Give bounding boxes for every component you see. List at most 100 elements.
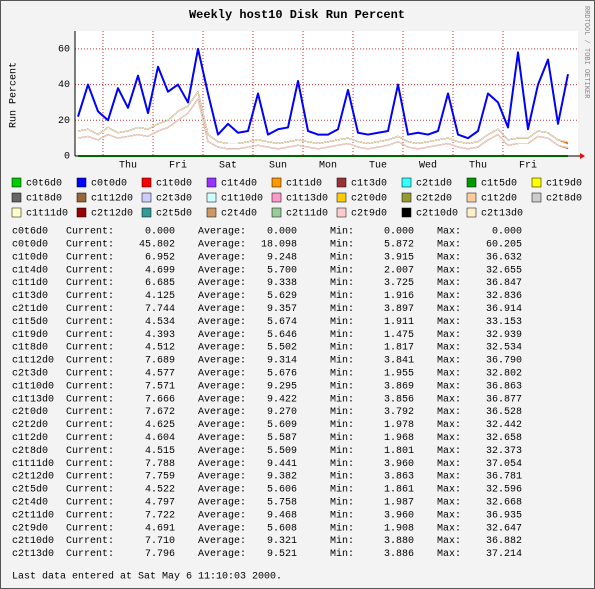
stat-value: 5.587 [267,433,297,444]
stat-value: 3.880 [384,536,414,547]
stat-value: 45.802 [139,240,175,251]
stat-label: Max: [437,549,461,560]
stat-label: Min: [330,393,354,405]
stat-label: Max: [437,498,461,509]
stat-value: 3.863 [384,472,414,483]
legend-label: c1t9d0 [546,178,582,190]
axis-arrow [580,153,585,159]
stat-label: Average: [198,356,246,367]
stat-value: 0.000 [492,227,522,238]
stat-name: c1t9d0 [12,329,48,341]
legend-label: c1t13d0 [286,193,328,205]
legend-swatch [141,207,152,218]
stat-value: 32.442 [486,420,522,431]
stat-label: Max: [437,381,461,392]
stat-name: c0t0d0 [12,239,48,251]
stat-value: 0.000 [384,227,414,238]
legend-swatch [206,192,217,203]
stat-value: 1.978 [384,420,414,431]
stat-name: c1t8d0 [12,342,48,354]
stat-label: Max: [437,407,461,418]
stat-value: 1.955 [384,369,414,380]
x-tick-label: Fri [169,160,187,172]
legend-label: c1t1d0 [286,178,322,190]
stat-label: Average: [198,420,246,431]
stat-label: Average: [198,227,246,238]
stat-value: 7.759 [145,472,175,483]
stat-label: Current: [66,330,114,341]
stat-label: Current: [66,240,114,251]
stat-name: c1t13d0 [12,393,54,405]
stat-value: 36.781 [486,472,522,483]
legend-label: c2t4d0 [221,208,257,220]
stat-value: 36.914 [486,304,522,315]
stat-label: Current: [66,446,114,457]
stat-label: Current: [66,356,114,367]
stat-label: Max: [437,433,461,444]
stat-value: 9.422 [267,394,297,405]
legend-label: c1t10d0 [221,193,263,205]
stat-label: Average: [198,433,246,444]
stat-value: 7.666 [145,394,175,405]
stat-value: 4.534 [145,317,175,328]
legend-label: c1t0d0 [156,178,192,190]
stat-value: 7.571 [145,381,175,392]
legend-label: c2t0d0 [351,193,387,205]
stat-label: Min: [330,497,354,509]
stat-value: 3.856 [384,394,414,405]
stat-value: 32.658 [486,433,522,444]
series-line [77,91,569,144]
stat-label: Average: [198,446,246,457]
legend-label: c2t13d0 [481,208,523,220]
stat-label: Max: [437,523,461,534]
stat-value: 7.672 [145,407,175,418]
stat-label: Current: [66,252,114,263]
legend-label: c0t6d0 [26,178,62,190]
legend-swatch [401,207,412,218]
stat-label: Average: [198,278,246,289]
legend-label: c2t12d0 [91,208,133,220]
stat-value: 3.792 [384,407,414,418]
stat-value: 7.796 [145,549,175,560]
stat-name: c1t3d0 [12,290,48,302]
series-line [77,98,569,150]
stat-value: 9.270 [267,407,297,418]
stat-value: 5.608 [267,523,297,534]
stat-label: Current: [66,420,114,431]
stat-label: Average: [198,549,246,560]
stat-label: Min: [330,277,354,289]
legend-swatch [401,192,412,203]
stat-name: c2t10d0 [12,535,54,547]
stat-label: Max: [437,240,461,251]
stat-value: 9.295 [267,381,297,392]
legend-swatch [336,192,347,203]
stat-label: Max: [437,343,461,354]
stat-name: c2t13d0 [12,548,54,560]
y-tick-label: 60 [58,44,70,55]
stat-label: Max: [437,278,461,289]
stat-value: 1.475 [384,330,414,341]
legend-swatch [11,177,22,188]
stat-label: Current: [66,265,114,276]
stat-label: Max: [437,304,461,315]
stat-value: 5.674 [267,317,297,328]
stat-value: 5.646 [267,330,297,341]
stat-name: c0t6d0 [12,226,48,238]
stat-value: 5.758 [267,498,297,509]
stat-value: 32.596 [486,485,522,496]
stat-label: Current: [66,472,114,483]
legend-swatch [76,192,87,203]
legend-swatch [466,177,477,188]
x-tick-label: Thu [119,160,137,172]
legend-swatch [76,207,87,218]
stat-value: 4.691 [145,523,175,534]
stat-value: 4.625 [145,420,175,431]
stat-value: 4.125 [145,291,175,302]
stat-value: 32.647 [486,523,522,534]
stat-label: Max: [437,446,461,457]
legend-label: c1t2d0 [481,193,517,205]
stat-value: 37.214 [486,549,522,560]
stat-label: Min: [330,303,354,315]
stat-name: c2t1d0 [12,303,48,315]
stat-label: Current: [66,227,114,238]
